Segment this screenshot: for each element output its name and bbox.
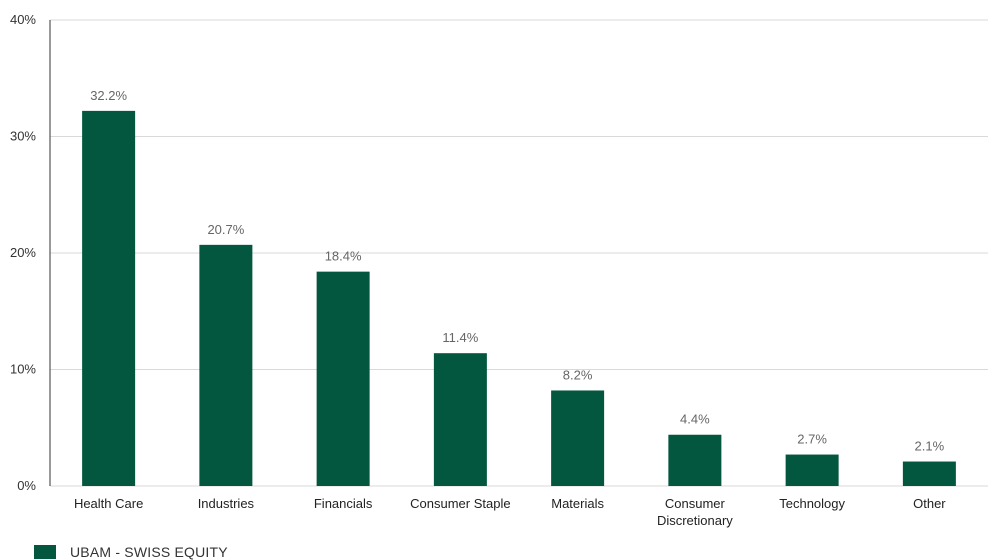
bar (316, 271, 370, 486)
bars (82, 110, 956, 487)
legend-label: UBAM - SWISS EQUITY (70, 544, 228, 560)
category-label: Financials (314, 496, 373, 511)
data-label: 20.7% (207, 222, 244, 237)
category-label: Materials (551, 496, 604, 511)
bar (902, 461, 956, 486)
data-label: 18.4% (325, 249, 362, 264)
data-labels: 32.2% 20.7% 18.4% 11.4% 8.2% 4.4% 2.7% 2.1% (90, 88, 944, 454)
y-tick-label: 20% (10, 245, 36, 260)
category-label: Industries (198, 496, 255, 511)
category-label: Consumer Discretionary (657, 496, 733, 528)
data-label: 4.4% (680, 412, 710, 427)
data-label: 2.7% (797, 432, 827, 447)
legend-swatch (34, 545, 56, 559)
category-label: Other (913, 496, 946, 511)
bar (433, 353, 487, 486)
bar (668, 434, 722, 486)
category-labels: Health Care Industries Financials Consumer … (74, 496, 946, 528)
data-label: 2.1% (915, 439, 945, 454)
y-tick-label: 0% (17, 478, 36, 493)
y-tick-label: 10% (10, 362, 36, 377)
bar (199, 244, 253, 486)
data-label: 11.4% (442, 330, 478, 345)
data-label: 32.2% (90, 88, 127, 103)
legend: UBAM - SWISS EQUITY (34, 544, 228, 560)
data-label: 8.2% (563, 367, 593, 382)
y-tick-label: 40% (10, 12, 36, 27)
bar (82, 110, 136, 487)
category-label: Health Care (74, 496, 143, 511)
category-label: Technology (779, 496, 845, 511)
y-tick-label: 30% (10, 129, 36, 144)
y-axis-ticks: 0% 10% 20% 30% 40% (10, 12, 36, 493)
bar (551, 390, 605, 486)
category-label: Consumer Staple (410, 496, 510, 511)
bar (785, 454, 839, 486)
gridlines (50, 19, 988, 487)
